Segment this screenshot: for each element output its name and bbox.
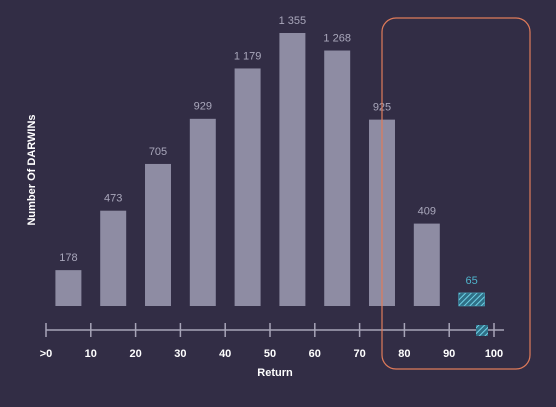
value-label: 1 268 [323,32,351,44]
bar [189,118,216,306]
x-tick-label: 40 [219,348,231,360]
value-label: 1 179 [234,50,262,62]
x-tick-label: 90 [443,348,455,360]
x-tick-label: 50 [264,348,276,360]
x-tick-label: 10 [85,348,97,360]
highlight-frame [381,17,531,370]
x-tick-label: 60 [309,348,321,360]
value-label: 1 355 [279,15,307,27]
axis-marker [476,325,488,336]
bar [458,292,485,307]
x-tick-label: 20 [129,348,141,360]
x-tick-label: >0 [40,348,53,360]
bar [100,210,127,306]
value-label: 473 [104,193,122,205]
value-label: 705 [149,146,167,158]
x-tick-label: 80 [398,348,410,360]
value-label: 929 [194,101,212,113]
value-label: 409 [418,206,436,218]
value-label: 178 [59,252,77,264]
value-label: 65 [465,275,477,287]
plot: >0 10 20 30 40 50 60 70 80 90 100 178 473 705 929 1 179… [40,15,504,360]
bar [324,50,351,306]
bar [279,33,306,306]
x-tick-label: 70 [353,348,365,360]
y-axis-title: Number Of DARWINs [26,114,38,225]
x-axis-title: Return [257,367,293,379]
bar [55,270,82,306]
bar [145,163,171,306]
bar [413,223,440,306]
bar [234,68,261,306]
x-tick-label: 30 [174,348,186,360]
x-tick-label: 100 [485,348,503,360]
